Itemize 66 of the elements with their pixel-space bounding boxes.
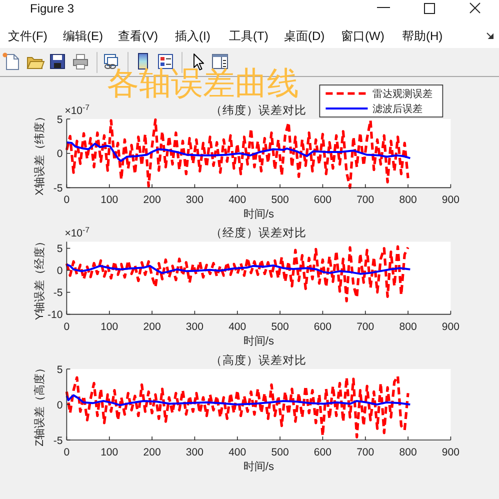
x-tick-label: 800 <box>399 446 417 458</box>
chart-title: （经度）误差对比 <box>210 226 307 240</box>
x-tick-label: 300 <box>186 446 204 458</box>
x-tick-label: 100 <box>100 194 118 206</box>
x-tick-label: 900 <box>442 320 460 333</box>
text: 帮助(H) <box>402 29 443 43</box>
text: 各轴误差曲线 <box>107 65 299 101</box>
text: 文件(F) <box>8 29 48 43</box>
x-tick-label: 800 <box>399 320 417 333</box>
x-tick-label: 500 <box>271 446 289 458</box>
x-tick-label: 600 <box>314 320 332 333</box>
y-tick-label: 5 <box>56 364 63 376</box>
x-tick-label: 500 <box>271 194 289 206</box>
x-tick-label: 300 <box>186 320 204 333</box>
y-tick-label: 0 <box>56 399 63 412</box>
x-tick-label: 600 <box>314 194 332 206</box>
y-tick-label: -10 <box>48 309 63 322</box>
y-axis-title: X轴误差（纬度） <box>33 111 46 196</box>
x-tick-label: 700 <box>356 446 374 458</box>
y-tick-label: 5 <box>56 114 63 126</box>
line-series <box>65 245 410 302</box>
line-series <box>66 264 412 275</box>
x-axis-title: 时间/s <box>243 334 274 348</box>
text: 窗口(W) <box>341 29 384 43</box>
x-tick-label: 400 <box>228 320 246 333</box>
text: 编辑(E) <box>63 29 103 43</box>
chart-title: （高度）误差对比 <box>210 353 307 367</box>
line-series <box>65 118 410 189</box>
line-series <box>65 374 410 438</box>
text: ×10$^{-7}$ <box>64 102 90 117</box>
text: Figure 3 <box>30 2 74 16</box>
x-tick-label: 200 <box>143 194 161 206</box>
x-tick-label: 700 <box>356 194 374 206</box>
x-tick-label: 400 <box>228 194 246 206</box>
y-tick-label: -5 <box>53 287 63 300</box>
y-axis-title: Z轴误差（高度） <box>33 362 46 446</box>
line-series <box>66 394 412 406</box>
text: 桌面(D) <box>284 29 325 43</box>
x-tick-label: 600 <box>314 446 332 458</box>
legend-label: 滤波后误差 <box>372 103 423 116</box>
x-tick-label: 800 <box>399 194 417 206</box>
text: ×10$^{-7}$ <box>64 225 90 240</box>
x-tick-label: 400 <box>228 446 246 458</box>
x-tick-label: 900 <box>442 446 460 458</box>
line-series <box>66 141 412 162</box>
chart-title: （纬度）误差对比 <box>210 103 307 117</box>
y-tick-label: -5 <box>53 434 63 447</box>
x-tick-label: 100 <box>100 446 118 458</box>
text: 工具(T) <box>229 29 268 43</box>
x-tick-label: 100 <box>100 320 118 333</box>
text: 查看(V) <box>118 29 158 43</box>
text: 插入(I) <box>175 29 210 43</box>
x-axis-title: 时间/s <box>243 460 274 473</box>
y-tick-label: 5 <box>56 243 63 256</box>
legend-label: 雷达观测误差 <box>372 88 433 100</box>
x-tick-label: 700 <box>356 320 374 333</box>
x-tick-label: 200 <box>143 446 161 458</box>
x-tick-label: 200 <box>143 320 161 333</box>
x-tick-label: 300 <box>186 194 204 206</box>
y-tick-label: 0 <box>56 265 63 278</box>
y-tick-label: -5 <box>53 182 63 194</box>
x-tick-label: 500 <box>271 320 289 333</box>
x-axis-title: 时间/s <box>243 208 274 221</box>
x-tick-label: 900 <box>442 194 460 206</box>
y-tick-label: 0 <box>56 148 63 160</box>
y-axis-title: Y轴误差（经度） <box>33 236 46 320</box>
